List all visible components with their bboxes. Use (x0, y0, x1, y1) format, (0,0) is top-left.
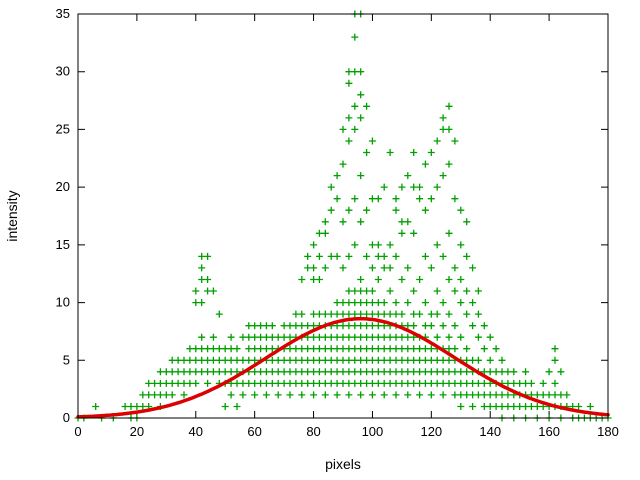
fit-curve (76, 316, 610, 419)
y-tick-label: 15 (56, 237, 70, 252)
y-tick-label: 5 (63, 352, 70, 367)
x-tick-labels: 0 20 40 60 80 100 120 140 160 180 (74, 424, 618, 439)
x-tick-label: 20 (130, 424, 144, 439)
y-tick-label: 20 (56, 179, 70, 194)
x-tick-label: 160 (538, 424, 560, 439)
y-tick-label: 0 (63, 410, 70, 425)
x-tick-label: 140 (479, 424, 501, 439)
y-tick-labels: 0 5 10 15 20 25 30 35 (56, 6, 70, 425)
scatter-points (74, 10, 612, 422)
x-tick-label: 180 (597, 424, 619, 439)
x-tick-label: 40 (189, 424, 203, 439)
y-tick-label: 30 (56, 64, 70, 79)
x-tick-label: 80 (306, 424, 320, 439)
x-tick-label: 0 (74, 424, 81, 439)
y-tick-label: 10 (56, 295, 70, 310)
y-tick-label: 35 (56, 6, 70, 21)
x-tick-label: 60 (247, 424, 261, 439)
y-axis-label: intensity (4, 190, 20, 241)
x-tick-label: 120 (420, 424, 442, 439)
y-tick-label: 25 (56, 121, 70, 136)
plot-border (77, 13, 609, 419)
x-axis-label: pixels (325, 456, 361, 472)
x-tick-label: 100 (362, 424, 384, 439)
